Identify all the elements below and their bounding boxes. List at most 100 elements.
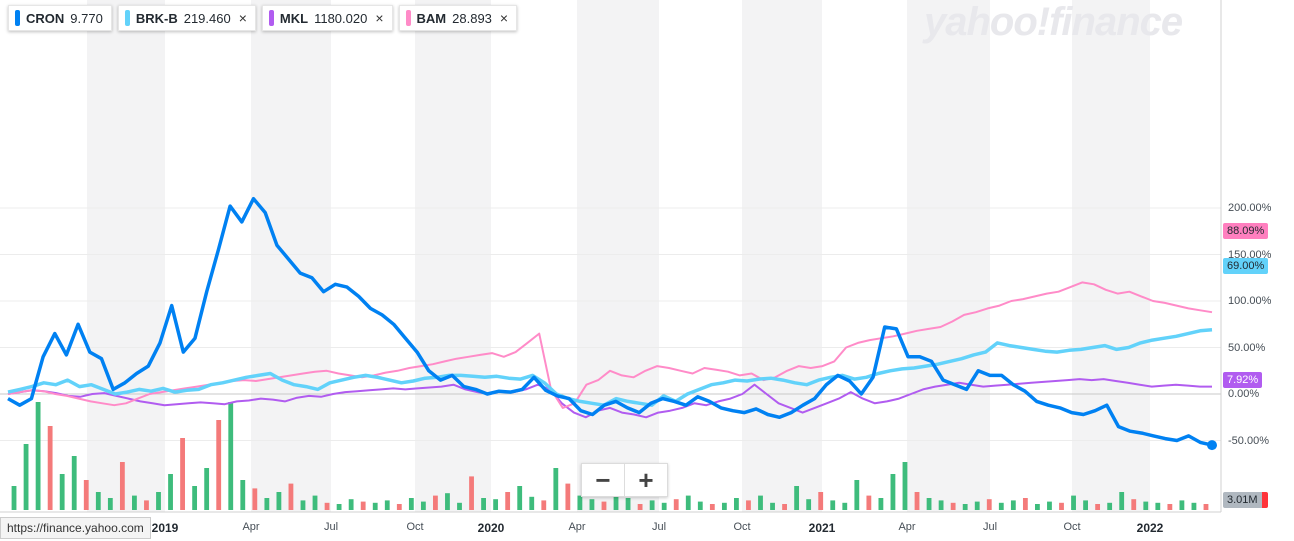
volume-bar xyxy=(469,476,474,510)
volume-bar xyxy=(890,474,896,510)
ticker-chip-bam[interactable]: BAM 28.893 × xyxy=(398,5,518,31)
x-tick-label: Oct xyxy=(1063,521,1081,533)
volume-bar xyxy=(252,488,258,510)
zoom-in-button[interactable]: + xyxy=(624,464,667,496)
volume-bar xyxy=(1179,500,1185,510)
volume-bar xyxy=(372,502,378,510)
y-tick-label: 100.00% xyxy=(1228,295,1272,307)
y-tick-label: 200.00% xyxy=(1228,202,1272,214)
volume-bar xyxy=(637,504,643,510)
volume-bar xyxy=(1167,504,1173,510)
x-tick-label: Jul xyxy=(323,521,339,533)
volume-bar xyxy=(47,426,53,510)
yahoo-finance-logo: yahoo!finance xyxy=(924,0,1183,44)
quarter-band xyxy=(742,0,822,512)
volume-bar xyxy=(734,498,739,510)
volume-bar xyxy=(914,492,920,510)
volume-bar xyxy=(168,474,173,510)
volume-bar xyxy=(866,495,872,510)
volume-bar xyxy=(35,402,41,510)
volume-bar xyxy=(721,502,727,510)
series-color-swatch xyxy=(268,10,274,26)
volume-bar xyxy=(396,504,402,510)
volume-bar xyxy=(1083,500,1088,510)
volume-bar xyxy=(746,500,751,510)
volume-bar xyxy=(685,495,691,510)
zoom-out-button[interactable]: − xyxy=(595,464,611,495)
volume-bar xyxy=(276,492,282,510)
mkl-value-badge: 7.92% xyxy=(1223,372,1263,388)
volume-bar xyxy=(950,502,956,510)
volume-bar xyxy=(1071,495,1076,510)
volume-bar xyxy=(493,499,499,510)
volume-bar xyxy=(649,500,655,510)
volume-bar xyxy=(1022,498,1028,510)
close-icon[interactable]: × xyxy=(375,10,384,26)
volume-bar xyxy=(1143,501,1149,510)
zoom-control: − + xyxy=(581,463,668,497)
volume-bar xyxy=(348,499,354,510)
series-color-swatch xyxy=(15,10,20,26)
volume-bar xyxy=(264,498,270,510)
volume-bar xyxy=(95,492,101,510)
ticker-symbol: BAM xyxy=(416,10,447,26)
volume-bar xyxy=(1010,500,1016,510)
volume-bar xyxy=(312,495,318,510)
volume-bar xyxy=(758,495,763,510)
volume-bar xyxy=(156,492,161,510)
volume-bar xyxy=(926,498,932,510)
ticker-symbol: MKL xyxy=(279,10,309,26)
ticker-chip-cron[interactable]: CRON 9.770 xyxy=(8,5,112,31)
y-tick-label: 0.00% xyxy=(1228,388,1260,400)
volume-bar xyxy=(878,498,884,510)
close-icon[interactable]: × xyxy=(499,10,509,26)
volume-bar xyxy=(83,480,89,510)
volume-bar xyxy=(481,498,486,510)
volume-bar xyxy=(709,504,715,510)
volume-bar xyxy=(180,438,185,510)
close-icon[interactable]: × xyxy=(238,10,247,26)
volume-bar xyxy=(1107,502,1113,510)
ticker-symbol: CRON xyxy=(26,10,65,26)
quarter-band xyxy=(87,0,165,512)
volume-bar xyxy=(144,500,149,510)
x-tick-label: Apr xyxy=(898,521,916,533)
volume-bar xyxy=(360,501,366,510)
volume-bar xyxy=(23,444,29,510)
volume-bar xyxy=(986,499,992,510)
volume-bar xyxy=(577,495,583,510)
ticker-chip-mkl[interactable]: MKL 1180.020 × xyxy=(261,5,393,31)
volume-bar xyxy=(974,501,980,510)
quarter-band xyxy=(907,0,990,512)
quarter-band xyxy=(251,0,331,512)
ticker-bar: CRON 9.770 BRK-B 219.460 × MKL 1180.020 … xyxy=(8,5,518,31)
volume-bar xyxy=(697,501,703,510)
quarter-band xyxy=(577,0,659,512)
x-tick-label: Oct xyxy=(406,521,424,533)
volume-bar xyxy=(204,468,210,510)
volume-bar xyxy=(1095,504,1101,510)
volume-bar xyxy=(806,499,812,510)
volume-bar xyxy=(661,502,667,510)
volume-bar xyxy=(541,500,547,510)
ticker-chip-brk-b[interactable]: BRK-B 219.460 × xyxy=(117,5,256,31)
volume-bar xyxy=(11,486,17,510)
status-bar-url: https://finance.yahoo.com xyxy=(0,517,151,539)
quarter-band xyxy=(415,0,491,512)
volume-bar xyxy=(119,462,125,510)
volume-bar xyxy=(408,498,414,510)
x-tick-label: Apr xyxy=(242,521,260,533)
series-line-cron xyxy=(7,196,1213,447)
y-tick-label: 150.00% xyxy=(1228,248,1272,261)
volume-bar xyxy=(1035,504,1040,510)
volume-bar xyxy=(842,502,848,510)
volume-bar xyxy=(770,502,775,510)
series-color-swatch xyxy=(405,10,411,26)
volume-bar xyxy=(529,496,535,510)
volume-bar xyxy=(902,462,908,510)
volume-bar xyxy=(228,402,234,510)
volume-bar xyxy=(601,501,607,510)
volume-bar xyxy=(107,498,113,510)
volume-bar xyxy=(854,480,860,510)
